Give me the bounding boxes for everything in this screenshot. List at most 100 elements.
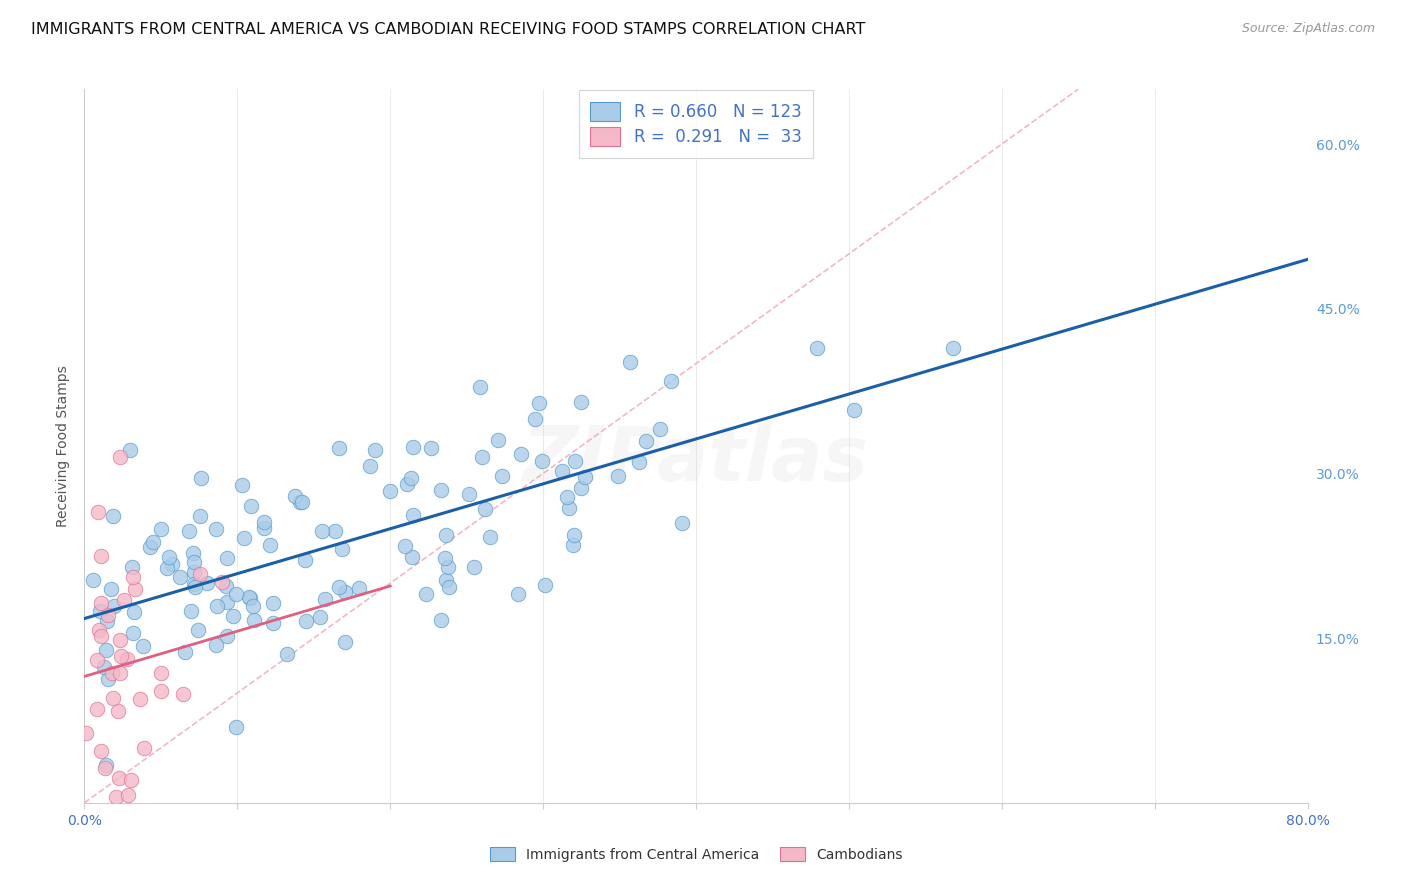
Point: [181, 546, 204, 560]
Point: [179, 524, 201, 538]
Point: [214, 579, 236, 593]
Point: [627, 455, 650, 469]
Point: [89, 549, 111, 563]
Point: [195, 575, 218, 590]
Point: [569, 395, 592, 409]
Point: [328, 441, 350, 455]
Point: [215, 595, 238, 609]
Point: [183, 577, 205, 591]
Point: [659, 374, 682, 388]
Point: [474, 501, 496, 516]
Point: [120, 773, 142, 788]
Point: [240, 500, 263, 514]
Point: [110, 648, 132, 663]
Point: [121, 625, 143, 640]
Point: [121, 559, 143, 574]
Point: [486, 433, 509, 447]
Point: [437, 580, 460, 594]
Text: Source: ZipAtlas.com: Source: ZipAtlas.com: [1241, 22, 1375, 36]
Point: [527, 396, 550, 410]
Point: [243, 614, 266, 628]
Point: [259, 538, 281, 552]
Point: [217, 551, 239, 566]
Point: [108, 772, 131, 786]
Point: [434, 574, 457, 588]
Point: [205, 599, 228, 614]
Point: [204, 638, 226, 652]
Point: [524, 412, 547, 426]
Point: [437, 560, 460, 574]
Point: [294, 553, 316, 567]
Point: [253, 515, 276, 529]
Point: [87, 505, 110, 519]
Point: [100, 582, 122, 597]
Point: [124, 582, 146, 596]
Point: [308, 609, 330, 624]
Point: [506, 587, 529, 601]
Point: [284, 489, 307, 503]
Point: [149, 665, 172, 680]
Point: [533, 577, 555, 591]
Point: [188, 566, 211, 581]
Point: [314, 592, 336, 607]
Point: [458, 487, 481, 501]
Point: [402, 508, 425, 522]
Point: [100, 666, 122, 681]
Point: [97, 673, 120, 687]
Point: [93, 660, 115, 674]
Y-axis label: Receiving Food Stamps: Receiving Food Stamps: [56, 365, 70, 527]
Point: [169, 570, 191, 584]
Point: [262, 596, 284, 610]
Point: [509, 447, 531, 461]
Point: [323, 524, 346, 538]
Point: [333, 635, 356, 649]
Point: [564, 528, 586, 542]
Point: [470, 450, 492, 464]
Point: [217, 629, 239, 643]
Point: [619, 355, 641, 369]
Point: [333, 584, 356, 599]
Point: [394, 539, 416, 553]
Point: [276, 647, 298, 661]
Point: [221, 608, 243, 623]
Point: [103, 691, 125, 706]
Point: [401, 550, 423, 565]
Point: [225, 720, 247, 734]
Point: [378, 484, 401, 499]
Legend: Immigrants from Central America, Cambodians: Immigrants from Central America, Cambodi…: [484, 841, 908, 867]
Point: [112, 593, 135, 607]
Point: [86, 701, 108, 715]
Point: [117, 789, 139, 803]
Point: [139, 541, 162, 555]
Text: IMMIGRANTS FROM CENTRAL AMERICA VS CAMBODIAN RECEIVING FOOD STAMPS CORRELATION C: IMMIGRANTS FROM CENTRAL AMERICA VS CAMBO…: [31, 22, 865, 37]
Point: [463, 559, 485, 574]
Point: [551, 464, 574, 478]
Point: [190, 471, 212, 485]
Point: [150, 522, 173, 536]
Point: [347, 581, 370, 595]
Point: [115, 651, 138, 665]
Point: [806, 341, 828, 355]
Point: [90, 597, 112, 611]
Point: [180, 603, 202, 617]
Point: [942, 341, 965, 355]
Point: [262, 615, 284, 630]
Point: [108, 633, 131, 648]
Point: [842, 403, 865, 417]
Point: [188, 509, 211, 524]
Point: [187, 624, 209, 638]
Point: [634, 434, 657, 449]
Point: [291, 495, 314, 509]
Point: [211, 574, 233, 589]
Point: [564, 454, 586, 468]
Point: [401, 440, 423, 454]
Point: [157, 549, 180, 564]
Point: [607, 468, 630, 483]
Point: [89, 605, 111, 619]
Point: [205, 522, 228, 536]
Point: [429, 613, 451, 627]
Point: [420, 442, 443, 456]
Point: [94, 757, 117, 772]
Point: [558, 501, 581, 516]
Point: [364, 443, 387, 458]
